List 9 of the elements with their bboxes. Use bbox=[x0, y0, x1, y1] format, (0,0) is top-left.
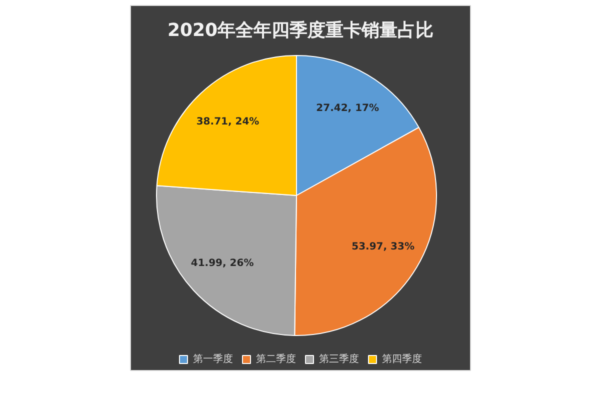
chart-title: 2020年全年四季度重卡销量占比 bbox=[167, 20, 434, 41]
data-label: 38.71, 24% bbox=[196, 116, 260, 128]
data-label: 27.42, 17% bbox=[316, 103, 380, 114]
legend-label: 第四季度 bbox=[382, 352, 422, 366]
data-label: 53.97, 33% bbox=[352, 242, 414, 253]
data-label: 41.99, 26% bbox=[190, 258, 254, 270]
legend-label: 第二季度 bbox=[256, 352, 296, 366]
legend-label: 第一季度 bbox=[193, 352, 233, 366]
legend-label: 第三季度 bbox=[319, 352, 359, 366]
